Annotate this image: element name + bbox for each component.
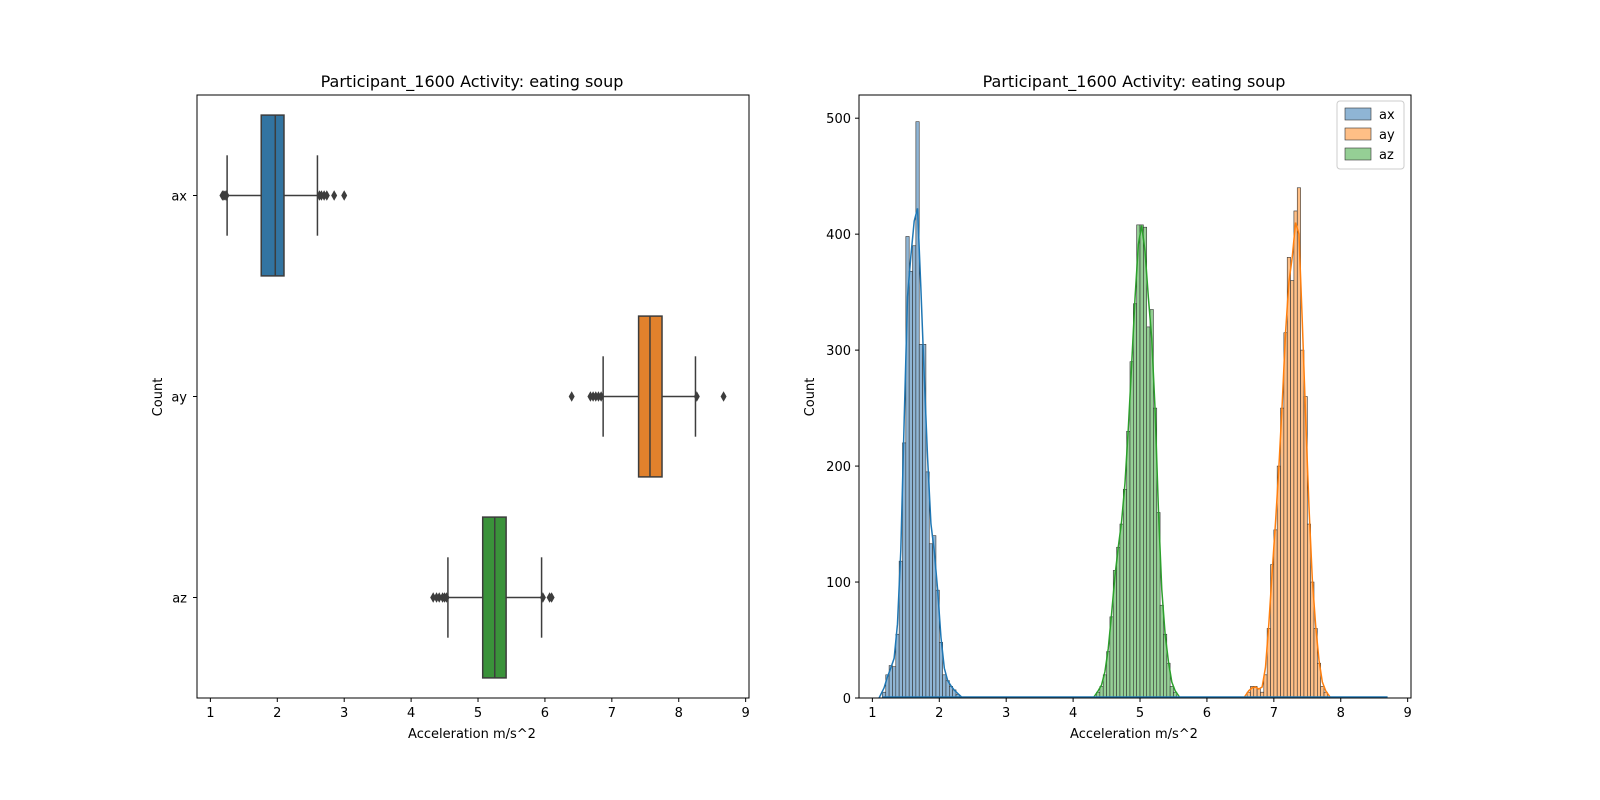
y-tick-label: 300 [826, 344, 851, 359]
hist-bar [1293, 210, 1298, 699]
hist-bar [1159, 604, 1164, 699]
y-tick-label: ax [171, 190, 187, 205]
legend-label: az [1379, 148, 1394, 163]
legend-label: ay [1379, 128, 1395, 143]
hist-bar [928, 543, 933, 699]
outlier-point [539, 592, 546, 603]
hist-bar [1136, 224, 1141, 699]
x-tick-label: 9 [742, 706, 750, 721]
y-tick-label: 500 [826, 112, 851, 127]
histogram-title: Participant_1600 Activity: eating soup [983, 72, 1286, 92]
histogram-plot-area: 1 2 3 4 5 6 7 8 9 0 100 200 300 400 500 [826, 94, 1412, 721]
hist-bar [1286, 257, 1291, 699]
hist-bar [925, 471, 930, 699]
hist-bar [915, 121, 920, 699]
box-ax [219, 114, 348, 277]
hist-bar [1139, 224, 1144, 699]
hist-bar [1276, 465, 1281, 699]
outlier-point [693, 391, 700, 402]
outlier-point [430, 592, 437, 603]
y-tick-label: 0 [843, 692, 851, 707]
legend-swatch [1344, 147, 1372, 161]
boxplot-xlabel: Acceleration m/s^2 [408, 727, 536, 742]
hist-bar [942, 674, 947, 699]
hist-bar [1122, 488, 1127, 699]
kde-line [878, 208, 964, 699]
outlier-point [568, 391, 575, 402]
hist-bar [1280, 407, 1285, 699]
iqr-box [260, 114, 285, 277]
x-tick-label: 2 [273, 706, 281, 721]
hist-bar [912, 245, 917, 699]
hist-bar [1290, 280, 1295, 699]
histogram-panel: Participant_1600 Activity: eating soup 1… [803, 72, 1412, 742]
outlier-point [720, 391, 727, 402]
hist-bar [1129, 361, 1134, 699]
y-tick-label: 400 [826, 228, 851, 243]
hist-bar [895, 633, 900, 699]
hist-bar [1126, 430, 1131, 699]
x-tick-label: 5 [474, 706, 482, 721]
x-tick-label: 8 [675, 706, 683, 721]
outlier-point [443, 592, 450, 603]
legend-swatch [1344, 127, 1372, 141]
legend-label: ax [1379, 108, 1395, 123]
x-tick-label: 5 [1136, 706, 1144, 721]
x-tick-label: 7 [1270, 706, 1278, 721]
y-tick-label: az [172, 592, 187, 607]
hist-bar [1273, 529, 1278, 699]
hist-series-ax [878, 121, 964, 699]
outlier-point [323, 190, 330, 201]
hist-series-ay [1243, 187, 1332, 699]
hist-bar [918, 344, 923, 699]
hist-bar [1306, 523, 1311, 699]
outlier-point [598, 391, 605, 402]
hist-bar [1300, 349, 1305, 699]
histogram-frame [858, 94, 1412, 699]
hist-bar [892, 666, 897, 699]
x-tick-label: 3 [340, 706, 348, 721]
histogram-ylabel: Count [803, 378, 818, 417]
histogram-xlabel: Acceleration m/s^2 [1070, 727, 1198, 742]
x-tick-label: 8 [1337, 706, 1345, 721]
x-tick-label: 4 [407, 706, 415, 721]
hist-bar [1143, 226, 1148, 699]
outlier-point [548, 592, 555, 603]
box-az [430, 516, 555, 679]
y-tick-label: ay [171, 391, 187, 406]
hist-bar [1116, 546, 1121, 699]
x-tick-label: 1 [868, 706, 876, 721]
hist-bar [1146, 326, 1151, 699]
kde-line [1092, 225, 1181, 699]
boxplot-title: Participant_1600 Activity: eating soup [321, 72, 624, 92]
x-tick-label: 9 [1404, 706, 1412, 721]
outlier-point [341, 190, 348, 201]
outlier-point [331, 190, 338, 201]
x-tick-label: 6 [541, 706, 549, 721]
kde-line [1243, 222, 1332, 699]
histogram-legend: ax ay az [1336, 100, 1405, 170]
outlier-point [436, 592, 443, 603]
outlier-point [223, 190, 230, 201]
hist-bar [1133, 303, 1137, 699]
x-tick-label: 4 [1069, 706, 1077, 721]
x-tick-label: 2 [935, 706, 943, 721]
hist-bar [908, 270, 913, 699]
boxplot-frame [196, 94, 750, 699]
boxplot-panel: Participant_1600 Activity: eating soup a… [151, 72, 750, 742]
x-tick-label: 7 [608, 706, 616, 721]
y-tick-label: 100 [826, 576, 851, 591]
hist-bar [1283, 332, 1288, 699]
x-tick-label: 3 [1002, 706, 1010, 721]
x-tick-label: 1 [206, 706, 214, 721]
hist-series-az [1092, 224, 1181, 699]
legend-swatch [1344, 107, 1372, 121]
boxplot-ylabel: Count [151, 378, 166, 417]
y-tick-label: 200 [826, 460, 851, 475]
x-tick-label: 6 [1203, 706, 1211, 721]
box-ay [568, 315, 727, 478]
boxplot-plot-area: ax ay az 1 2 3 4 5 6 7 8 9 [171, 94, 750, 721]
hist-bar [1119, 523, 1124, 699]
